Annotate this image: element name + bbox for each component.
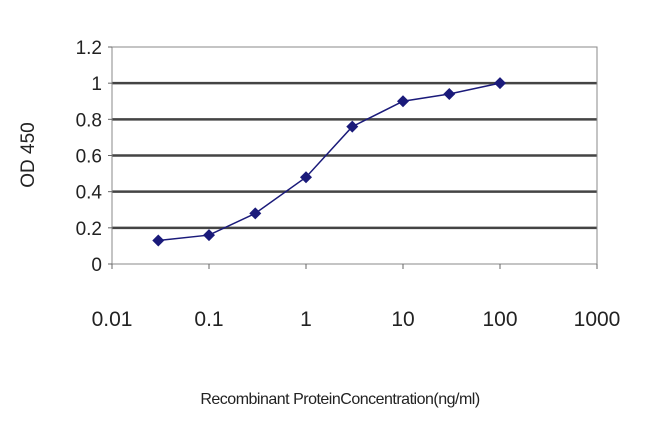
data-point — [346, 120, 359, 133]
grid-lines — [112, 81, 597, 230]
x-axis-label: Recombinant ProteinConcentration(ng/ml) — [200, 391, 479, 408]
x-tick-label: 100 — [482, 308, 517, 331]
series-line — [158, 82, 501, 242]
series — [152, 77, 506, 247]
y-axis-label: OD 450 — [18, 122, 39, 187]
x-tick-label: 1 — [300, 308, 312, 331]
data-point — [494, 77, 506, 90]
x-tick-label: 0.1 — [194, 308, 223, 331]
y-tick-label: 0.2 — [76, 219, 102, 240]
data-point — [397, 95, 409, 108]
y-tick-label: 0 — [91, 255, 102, 276]
x-tick-label: 1000 — [574, 308, 621, 331]
data-point — [152, 234, 165, 247]
data-point — [300, 171, 312, 184]
y-tick-label: 0.6 — [76, 147, 102, 168]
data-point — [203, 229, 215, 242]
y-axis: 0 0.2 0.4 0.6 0.8 1 1.2 — [76, 38, 112, 276]
data-point — [443, 88, 456, 101]
y-tick-label: 1.2 — [76, 38, 102, 59]
x-tick-label: 0.01 — [92, 308, 133, 331]
data-point — [249, 207, 262, 220]
x-axis: 0.01 0.1 1 10 100 1000 — [92, 264, 621, 331]
y-tick-label: 1 — [91, 74, 102, 95]
y-tick-label: 0.4 — [76, 183, 103, 204]
y-tick-label: 0.8 — [76, 110, 102, 131]
x-tick-label: 10 — [391, 308, 414, 331]
